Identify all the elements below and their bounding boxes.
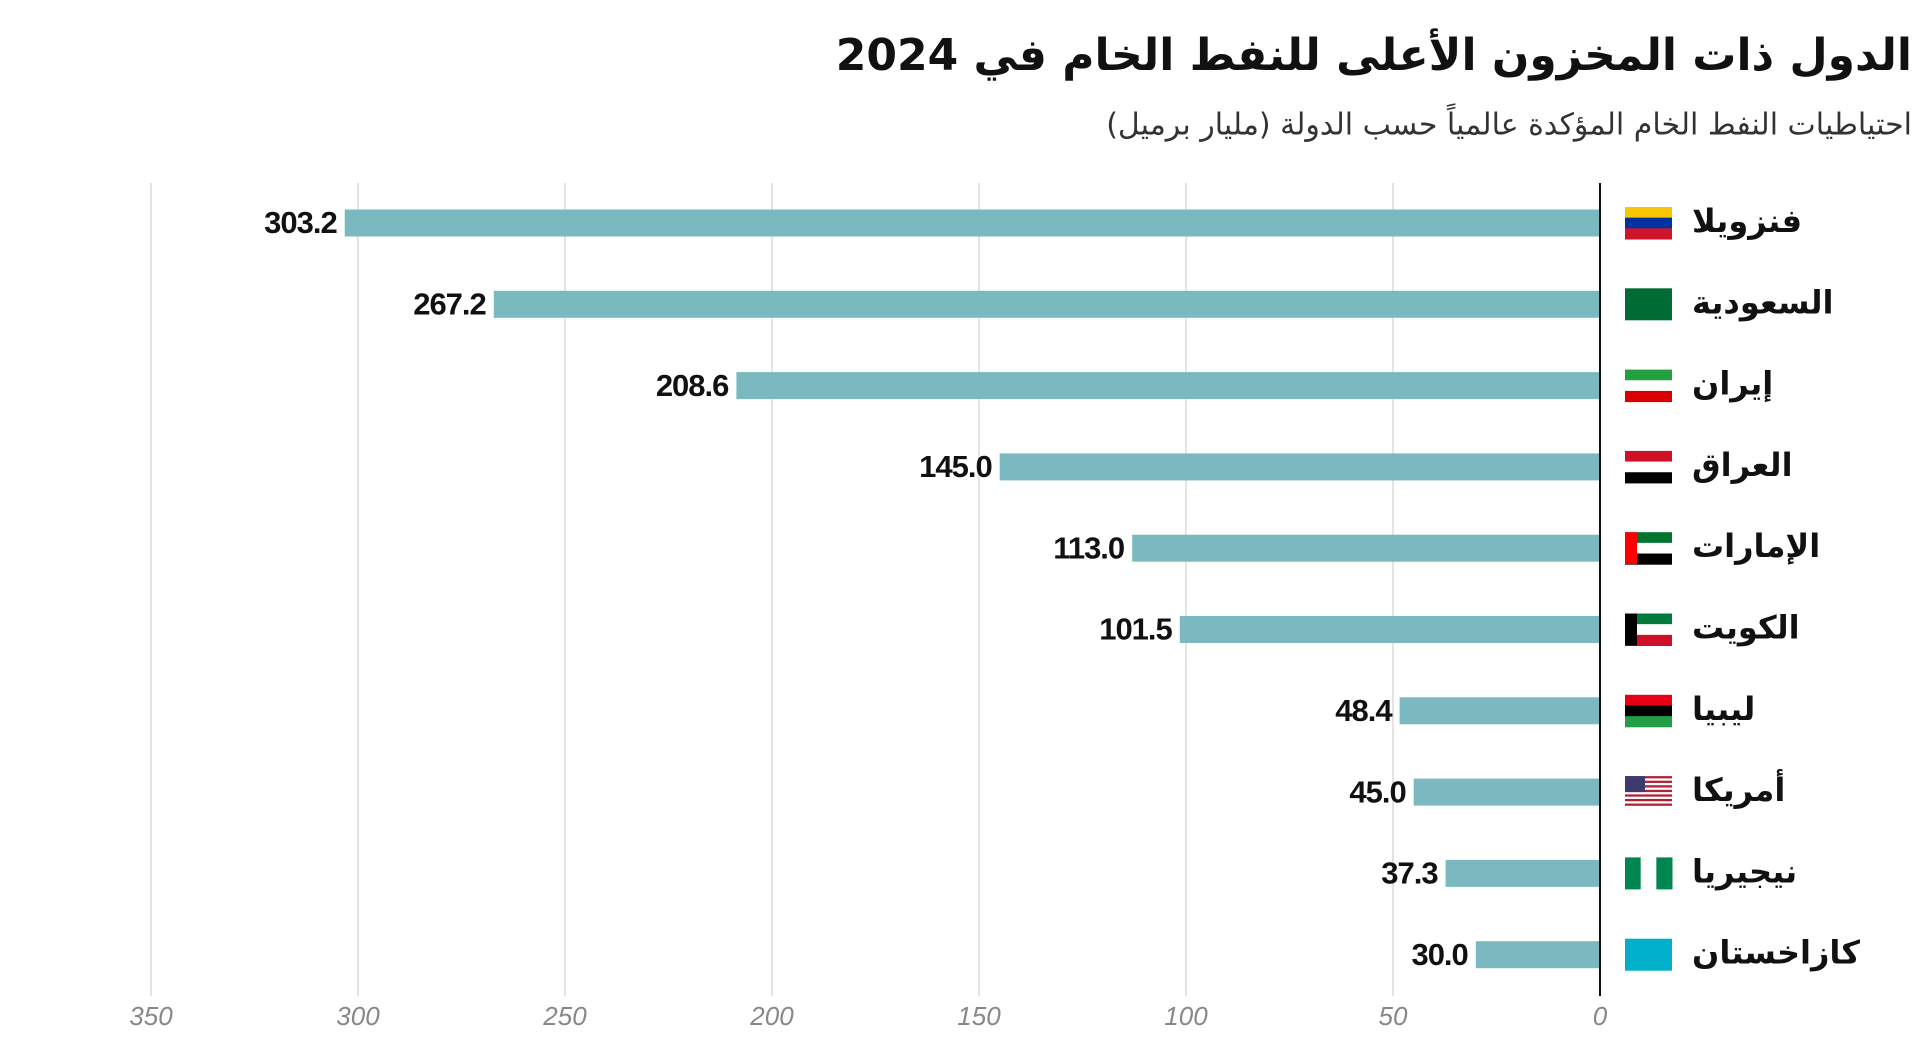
flag <box>1625 369 1672 403</box>
flag <box>1625 450 1672 484</box>
x-tick-label: 250 <box>542 1001 587 1031</box>
flag-stripe <box>1625 217 1672 229</box>
category-label: كازاخستان <box>1692 934 1860 972</box>
category-label: نيجيريا <box>1692 852 1797 890</box>
bar <box>999 453 1600 481</box>
flag <box>1625 207 1672 240</box>
bar <box>736 372 1600 400</box>
flag-stripe <box>1625 705 1672 717</box>
chart-title: الدول ذات المخزون الأعلى للنفط الخام في … <box>836 28 1912 81</box>
bar <box>1475 941 1600 969</box>
value-label: 48.4 <box>1335 693 1393 728</box>
value-label: 30.0 <box>1411 937 1467 972</box>
flag-stripe <box>1625 532 1672 544</box>
category-label: السعودية <box>1692 283 1834 321</box>
flag-stripe <box>1625 789 1672 793</box>
flag <box>1625 857 1673 890</box>
flag-stripe <box>1625 780 1672 783</box>
value-label: 303.2 <box>264 205 337 240</box>
flag-stripe <box>1625 798 1672 802</box>
category-label: الكويت <box>1692 609 1800 647</box>
flag-stripe <box>1625 634 1672 646</box>
value-label: 45.0 <box>1349 774 1405 809</box>
flag-stripe <box>1625 228 1672 240</box>
flag-field <box>1625 938 1672 971</box>
flag-stripe <box>1625 613 1672 625</box>
flag-stripe <box>1625 542 1672 555</box>
bar <box>1399 697 1600 725</box>
category-label: الإمارات <box>1692 527 1820 565</box>
value-label: 145.0 <box>919 449 992 484</box>
category-label: إيران <box>1692 365 1773 404</box>
flag-stripe <box>1625 716 1672 728</box>
bar <box>344 209 1601 237</box>
x-tick-label: 100 <box>1164 1001 1208 1031</box>
flag-field <box>1625 288 1672 321</box>
value-label: 208.6 <box>656 368 729 403</box>
flag-stripe <box>1625 390 1672 403</box>
flag-hoist <box>1625 613 1637 646</box>
flag-stripe <box>1640 857 1657 890</box>
bar <box>1413 778 1600 806</box>
value-label: 37.3 <box>1381 856 1438 891</box>
flag-stripe <box>1625 461 1672 473</box>
flag-stripe <box>1656 857 1673 890</box>
flag <box>1625 776 1672 806</box>
category-label: فنزويلا <box>1692 202 1802 240</box>
bar <box>1179 616 1600 643</box>
x-tick-label: 200 <box>749 1001 794 1031</box>
bar <box>493 290 1600 318</box>
chart-subtitle: احتياطيات النفط الخام المؤكدة عالمياً حس… <box>1106 103 1912 143</box>
flag-stripe <box>1625 794 1672 797</box>
flag <box>1625 694 1672 728</box>
flag-stripe <box>1625 380 1672 392</box>
flag-stripe <box>1625 553 1672 565</box>
flag-stripe <box>1625 369 1672 381</box>
bar <box>1445 859 1600 887</box>
value-label: 113.0 <box>1053 530 1124 565</box>
flag-stripe <box>1625 803 1672 806</box>
x-tick-label: 150 <box>957 1001 1001 1031</box>
value-label: 101.5 <box>1099 612 1172 647</box>
flag-stripe <box>1625 785 1672 788</box>
flag-stripe <box>1625 857 1642 890</box>
flag-stripe <box>1625 472 1672 484</box>
flag <box>1625 288 1672 321</box>
flag <box>1625 938 1672 971</box>
flag-stripe <box>1625 694 1672 706</box>
flag-canton <box>1625 776 1645 793</box>
flag-stripe <box>1625 450 1672 463</box>
value-label: 267.2 <box>413 286 486 321</box>
flag-stripe <box>1625 207 1672 219</box>
flag-stripe <box>1625 624 1672 636</box>
category-label: ليبيا <box>1692 690 1755 728</box>
x-tick-label: 50 <box>1379 1001 1408 1031</box>
x-tick-label: 300 <box>336 1001 380 1031</box>
flag-hoist <box>1625 532 1637 565</box>
flag <box>1625 532 1672 565</box>
x-tick-label: 0 <box>1593 1001 1608 1031</box>
flag-stripe <box>1625 776 1672 779</box>
category-label: أمريكا <box>1692 769 1785 809</box>
x-tick-label: 350 <box>129 1001 173 1031</box>
flag <box>1625 613 1672 646</box>
category-label: العراق <box>1692 446 1793 484</box>
bar <box>1132 534 1600 562</box>
